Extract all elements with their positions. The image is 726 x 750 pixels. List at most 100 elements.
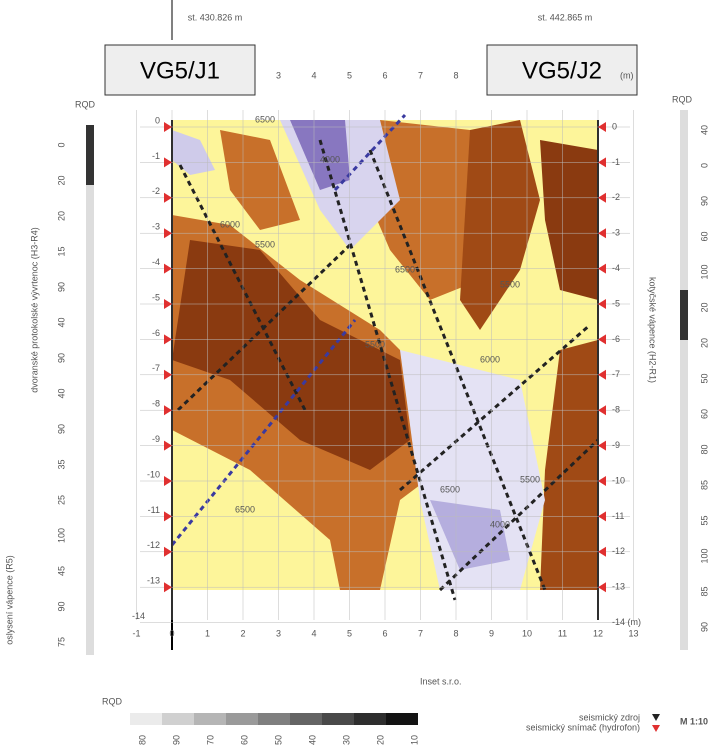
y-tick-label: -14 (m) [612, 617, 641, 627]
contour-label: 5500 [255, 239, 275, 249]
y-tick-label: -13 [147, 576, 160, 586]
rqd-value: 40 [699, 125, 709, 135]
contour-label: 6000 [480, 354, 500, 364]
top-tick: 8 [453, 70, 458, 80]
rqd-value: 0 [56, 142, 66, 147]
y-tick-label: -3 [152, 222, 160, 232]
rqd-value: 85 [699, 480, 709, 490]
contour-label: 5500 [520, 474, 540, 484]
scale: M 1:10 [680, 716, 708, 726]
y-tick-label: -11 [612, 511, 624, 521]
source-marker [164, 511, 172, 522]
top-tick: 4 [311, 70, 316, 80]
rqd-swatch [130, 713, 162, 725]
rqd-value: 90 [56, 353, 66, 363]
contour-label: 5500 [365, 339, 385, 349]
rqd-value: 90 [56, 601, 66, 611]
legend-text: seismický zdroj [579, 712, 640, 722]
company: Inset s.r.o. [420, 676, 462, 686]
y-tick-label: -4 [612, 263, 620, 273]
source-marker [164, 440, 172, 451]
rqd-value: 60 [699, 231, 709, 241]
axis-label: dvoranské protokolské vývrtenoc (H3-R4) [29, 227, 39, 393]
rqd-value: 35 [56, 459, 66, 469]
contour-label: 6500 [440, 484, 460, 494]
rqd-swatch [226, 713, 258, 725]
receiver-marker [598, 299, 606, 309]
x-tick-label: 0 [169, 628, 174, 638]
x-tick-label: -1 [132, 628, 140, 638]
receiver-marker [598, 263, 606, 274]
x-tick-label: 1 [205, 628, 210, 638]
source-marker [164, 476, 172, 486]
top-tick: 6 [382, 70, 387, 80]
source-marker [164, 405, 172, 416]
receiver-marker [598, 334, 606, 345]
rqd-value: 55 [699, 515, 709, 525]
x-tick-label: 5 [347, 628, 352, 638]
receiver-marker [598, 405, 606, 416]
borehole-box [486, 44, 638, 96]
receiver-marker [598, 511, 606, 522]
borehole-label: VG5/J1 [140, 57, 220, 84]
x-tick-label: 8 [453, 628, 458, 638]
source-marker [164, 228, 172, 239]
y-tick-label: -8 [152, 399, 160, 409]
receiver-marker [598, 476, 606, 486]
rqd-value: 90 [56, 424, 66, 434]
y-tick-label: -8 [612, 405, 620, 415]
rqd-title: RQD [75, 99, 96, 109]
source-marker [164, 582, 172, 593]
rqd-value: 25 [56, 495, 66, 505]
contour-label: 4000 [320, 154, 340, 164]
y-tick-label: -1 [152, 151, 160, 161]
contour-label: 6500 [255, 114, 275, 124]
rqd-value: 90 [56, 282, 66, 292]
rqd-value: 40 [56, 317, 66, 327]
rqd-value: 45 [56, 566, 66, 576]
contour-label: 6000 [220, 219, 240, 229]
y-tick-label: -9 [612, 440, 620, 450]
y-tick-label: -7 [612, 369, 620, 379]
rqd-bar [680, 110, 688, 650]
rqd-swatch [258, 713, 290, 725]
rqd-value: 20 [56, 175, 66, 185]
contour-label: 6500 [235, 504, 255, 514]
rqd-value: 85 [699, 586, 709, 596]
legend-marker [652, 714, 660, 721]
source-marker [164, 192, 172, 203]
rqd-value: 40 [56, 388, 66, 398]
x-tick-label: 11 [558, 628, 567, 638]
rqd-swatch [194, 713, 226, 725]
rqd-value: 90 [171, 735, 181, 745]
rqd-value: 50 [273, 735, 283, 745]
top-tick: 7 [418, 70, 423, 80]
station-label: st. 442.865 m [538, 12, 593, 22]
top-tick: 3 [276, 70, 281, 80]
y-tick-label: -6 [152, 328, 160, 338]
rqd-value: 60 [699, 409, 709, 419]
source-marker [164, 299, 172, 309]
contour-label: 5500 [500, 279, 520, 289]
rqd-value: 0 [699, 163, 709, 168]
y-tick-label: -3 [612, 228, 620, 238]
y-tick-label: -10 [612, 475, 625, 485]
rqd-swatch [290, 713, 322, 725]
contour-label: 4000 [490, 519, 510, 529]
rqd-value: 20 [56, 211, 66, 221]
source-marker [164, 369, 172, 380]
rqd-value: 10 [409, 735, 419, 745]
x-tick-label: 4 [311, 628, 316, 638]
receiver-marker [598, 440, 606, 451]
y-tick-label: -1 [612, 157, 620, 167]
rqd-bar [86, 125, 94, 655]
borehole-label: VG5/J2 [522, 57, 602, 84]
rqd-value: 20 [699, 302, 709, 312]
y-tick-label: -4 [152, 257, 160, 267]
y-tick-label: -5 [152, 292, 160, 302]
rqd-title: RQD [102, 696, 123, 706]
x-tick-label: 10 [522, 628, 532, 638]
y-tick-label: -11 [148, 505, 160, 515]
rqd-value: 100 [56, 528, 66, 543]
receiver-marker [598, 582, 606, 593]
